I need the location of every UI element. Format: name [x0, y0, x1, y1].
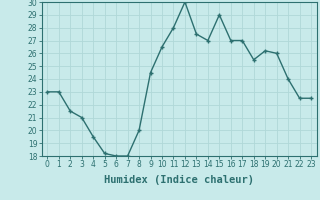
X-axis label: Humidex (Indice chaleur): Humidex (Indice chaleur)	[104, 175, 254, 185]
